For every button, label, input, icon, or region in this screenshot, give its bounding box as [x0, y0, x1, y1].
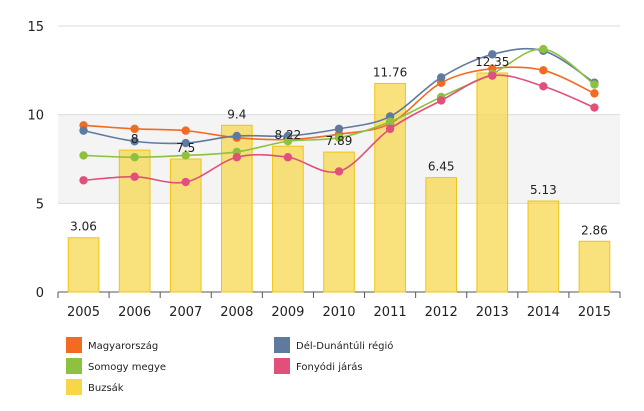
series-point: [283, 153, 293, 162]
series-point: [436, 96, 446, 105]
bar: [425, 177, 458, 293]
series-point: [539, 44, 548, 54]
bar-data-label: 5.13: [530, 183, 557, 197]
bar-data-label: 7.5: [176, 141, 195, 155]
legend-swatch: [66, 358, 82, 374]
y-tick-label: 5: [36, 197, 44, 212]
legend-label: Somogy megye: [88, 362, 166, 373]
series-point: [181, 151, 190, 160]
series-point: [181, 138, 190, 148]
legend-label: Magyarország: [88, 340, 158, 352]
y-tick-label: 15: [27, 20, 44, 35]
bar-data-label: 11.76: [373, 65, 407, 79]
x-tick-label: 2012: [425, 305, 458, 320]
bar-data-label: 7.89: [326, 134, 353, 148]
x-tick-label: 2013: [476, 305, 509, 320]
series-point: [590, 103, 599, 112]
x-tick-label: 2010: [322, 305, 355, 320]
series-point: [385, 124, 395, 134]
bar: [323, 151, 355, 293]
bar-data-label: 8: [131, 132, 139, 146]
series-point: [79, 176, 88, 185]
legend-label: Dél-Dunántúli régió: [296, 340, 393, 352]
series-point: [130, 124, 139, 134]
legend-swatch: [274, 358, 290, 374]
series-point: [232, 131, 242, 141]
legend-swatch: [274, 337, 290, 353]
series-point: [590, 80, 599, 89]
series-point: [79, 151, 88, 160]
series-point: [181, 177, 190, 187]
x-tick-label: 2014: [527, 305, 560, 320]
bar-data-label: 9.4: [227, 107, 246, 121]
x-tick-label: 2005: [67, 305, 100, 320]
series-point: [130, 153, 139, 162]
bar-data-label: 6.45: [428, 160, 455, 174]
legend-label: Fonyódi járás: [296, 361, 363, 373]
bar-data-label: 8.22: [275, 128, 302, 142]
bar: [118, 149, 151, 293]
x-tick-label: 2015: [578, 305, 611, 320]
series-point: [590, 89, 599, 98]
series-point: [130, 172, 139, 181]
x-tick-label: 2007: [169, 305, 202, 320]
x-tick-label: 2011: [374, 305, 407, 320]
series-point: [334, 133, 344, 142]
series-point: [488, 50, 497, 59]
bar: [527, 200, 560, 293]
x-tick-label: 2006: [118, 305, 151, 320]
series-point: [181, 126, 190, 135]
series-point: [385, 117, 395, 126]
bar-data-label: 2.86: [581, 223, 608, 237]
plot-band: [58, 26, 620, 115]
series-point: [488, 71, 497, 80]
x-tick-label: 2008: [220, 305, 253, 320]
series-point: [232, 153, 242, 162]
series-point: [79, 126, 88, 135]
y-tick-label: 0: [36, 286, 44, 301]
legend-label: Buzsák: [88, 382, 124, 394]
legend-swatch: [66, 337, 82, 353]
bar-data-label: 3.06: [70, 220, 97, 234]
series-point: [436, 73, 446, 82]
bar: [67, 237, 100, 293]
bar: [476, 72, 509, 293]
series-point: [539, 66, 548, 75]
bar-data-label: 12.35: [475, 55, 509, 69]
y-tick-label: 10: [27, 109, 44, 124]
legend-swatch: [66, 379, 82, 395]
series-point: [334, 167, 344, 176]
bar: [272, 145, 304, 293]
bar: [578, 240, 611, 293]
series-point: [130, 137, 139, 146]
series-point: [334, 124, 344, 134]
series-point: [283, 137, 293, 146]
series-point: [539, 82, 548, 91]
x-tick-label: 2009: [271, 305, 304, 320]
